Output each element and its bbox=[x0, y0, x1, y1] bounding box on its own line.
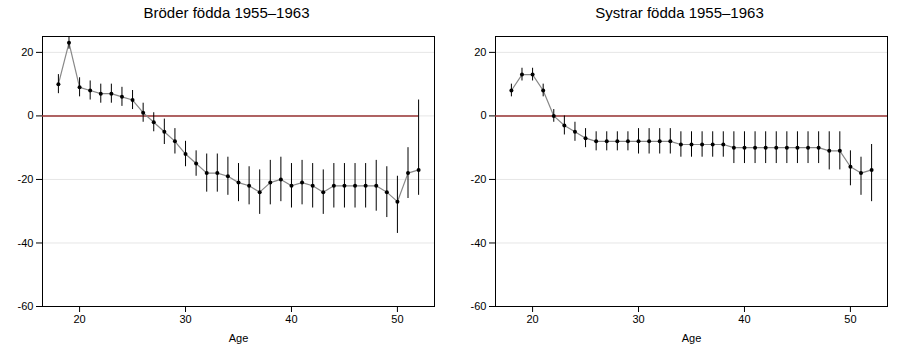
svg-text:0: 0 bbox=[27, 109, 33, 121]
svg-text:0: 0 bbox=[480, 109, 486, 121]
svg-text:30: 30 bbox=[632, 313, 644, 325]
html-text:Systrar födda 1955–1963: Systrar födda 1955–1963 bbox=[595, 4, 764, 21]
svg-text:Age: Age bbox=[682, 332, 702, 344]
svg-text:20: 20 bbox=[73, 313, 85, 325]
svg-text:-20: -20 bbox=[471, 173, 487, 185]
svg-text:50: 50 bbox=[844, 313, 856, 325]
svg-text:20: 20 bbox=[474, 46, 486, 58]
svg-text:-60: -60 bbox=[18, 300, 34, 312]
svg-text:-40: -40 bbox=[18, 236, 34, 248]
svg-text:20: 20 bbox=[526, 313, 538, 325]
svg-text:Age: Age bbox=[229, 332, 249, 344]
svg-text:-20: -20 bbox=[18, 173, 34, 185]
svg-text:40: 40 bbox=[285, 313, 297, 325]
svg-text:-60: -60 bbox=[471, 300, 487, 312]
svg-text:-40: -40 bbox=[471, 236, 487, 248]
svg-text:50: 50 bbox=[391, 313, 403, 325]
svg-text:30: 30 bbox=[179, 313, 191, 325]
svg-text:40: 40 bbox=[738, 313, 750, 325]
html-text:Bröder födda 1955–1963: Bröder födda 1955–1963 bbox=[143, 4, 310, 21]
svg-text:20: 20 bbox=[21, 46, 33, 58]
